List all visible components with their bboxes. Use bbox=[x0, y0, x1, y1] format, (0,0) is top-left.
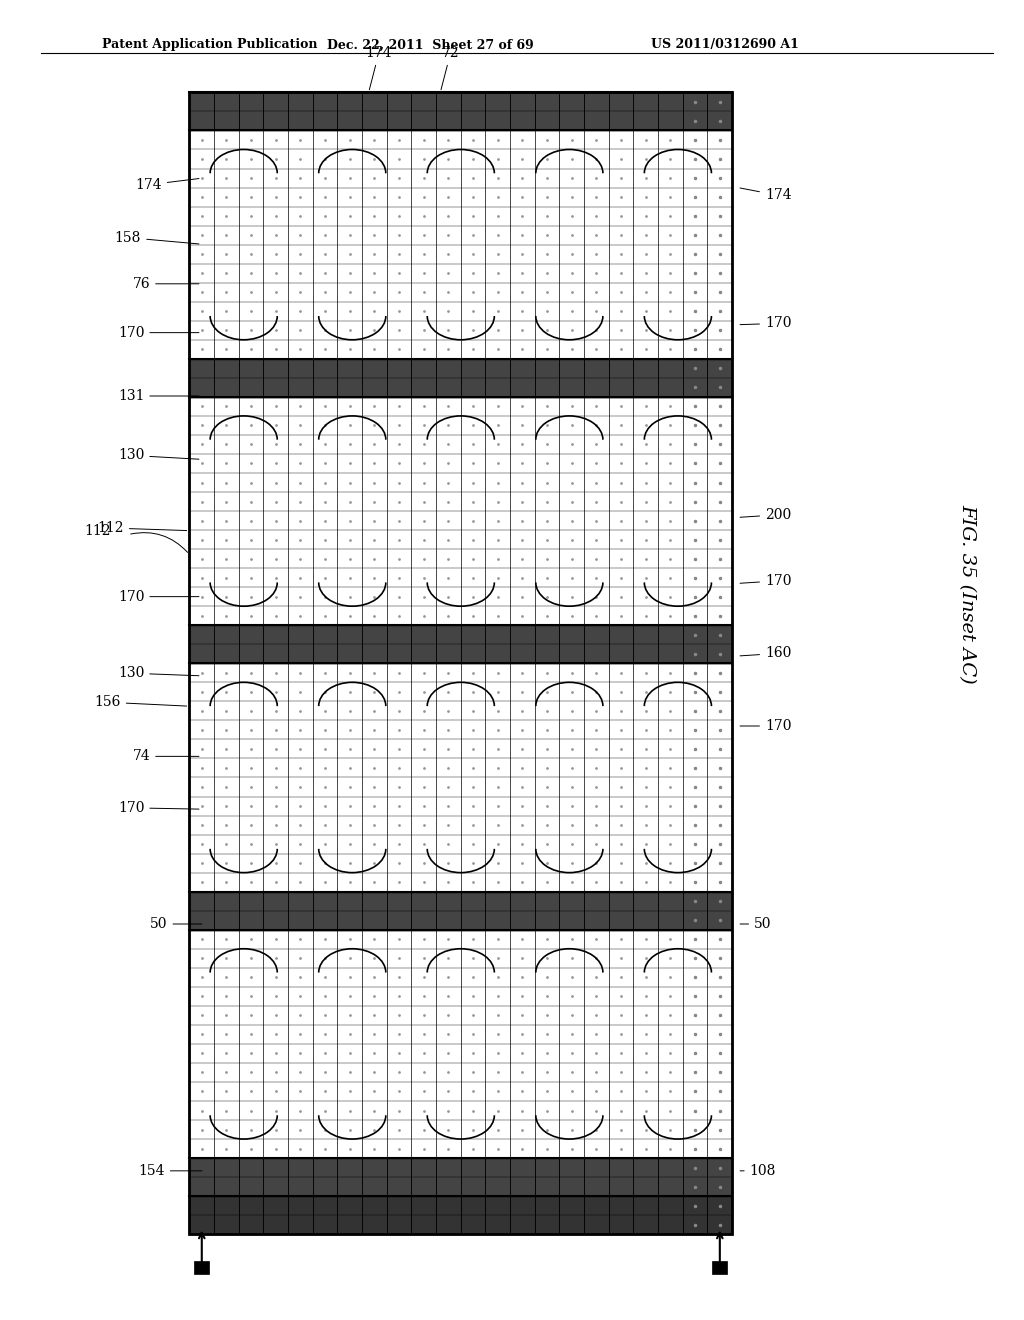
Bar bbox=[195, 1261, 209, 1274]
Bar bbox=[189, 1158, 732, 1196]
Bar bbox=[189, 359, 732, 397]
Text: Dec. 22, 2011  Sheet 27 of 69: Dec. 22, 2011 Sheet 27 of 69 bbox=[327, 38, 534, 51]
Bar bbox=[189, 92, 732, 131]
Bar bbox=[189, 929, 732, 1158]
Text: 170: 170 bbox=[740, 317, 792, 330]
Text: FIG. 35 (Inset AC): FIG. 35 (Inset AC) bbox=[958, 504, 977, 684]
Text: US 2011/0312690 A1: US 2011/0312690 A1 bbox=[651, 38, 799, 51]
Text: 158: 158 bbox=[115, 231, 199, 244]
Bar bbox=[189, 397, 732, 626]
Text: 72: 72 bbox=[441, 46, 460, 90]
Text: 156: 156 bbox=[94, 696, 186, 709]
Text: 50: 50 bbox=[150, 917, 202, 931]
Text: 200: 200 bbox=[740, 508, 792, 521]
Text: 160: 160 bbox=[740, 647, 792, 660]
Text: 76: 76 bbox=[132, 277, 199, 290]
Text: Patent Application Publication: Patent Application Publication bbox=[102, 38, 317, 51]
Bar bbox=[189, 891, 732, 929]
Text: 174: 174 bbox=[135, 178, 199, 191]
Text: 50: 50 bbox=[740, 917, 772, 931]
Bar bbox=[189, 131, 732, 359]
Text: 170: 170 bbox=[740, 574, 792, 587]
Bar bbox=[189, 92, 732, 1234]
Text: 170: 170 bbox=[118, 326, 199, 339]
Text: 112: 112 bbox=[84, 524, 111, 537]
Text: 170: 170 bbox=[118, 590, 199, 603]
Text: 154: 154 bbox=[138, 1164, 202, 1177]
Text: 131: 131 bbox=[118, 389, 199, 403]
Bar bbox=[189, 663, 732, 891]
Text: 74: 74 bbox=[132, 750, 199, 763]
Text: 170: 170 bbox=[118, 801, 199, 814]
Bar bbox=[189, 626, 732, 663]
Bar bbox=[189, 1196, 732, 1234]
Text: 170: 170 bbox=[740, 719, 792, 733]
Bar bbox=[713, 1261, 727, 1274]
Text: 174: 174 bbox=[366, 46, 392, 90]
Text: 108: 108 bbox=[740, 1164, 776, 1177]
Text: 130: 130 bbox=[118, 449, 199, 462]
Text: 174: 174 bbox=[740, 187, 792, 202]
Text: 112: 112 bbox=[97, 521, 186, 535]
Text: 130: 130 bbox=[118, 667, 199, 680]
